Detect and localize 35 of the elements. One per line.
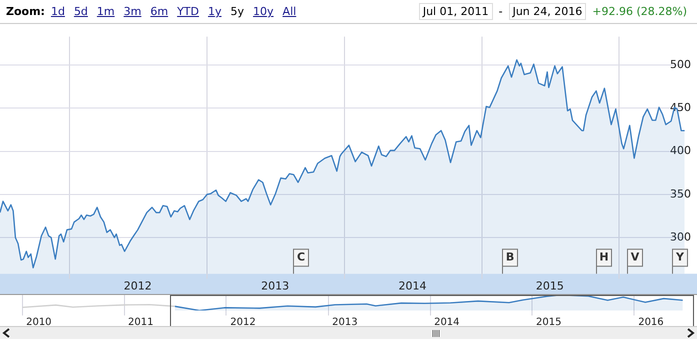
annotation: C <box>296 250 306 264</box>
x-tick-label: 2012 <box>230 317 256 328</box>
text: Zoom: <box>6 5 45 18</box>
text: +92.96 (28.28%) <box>592 5 687 18</box>
x-tick-label: 2011 <box>128 317 154 328</box>
text: All <box>282 5 296 18</box>
text: 1m <box>96 5 115 18</box>
x-tick-label: 2013 <box>332 317 358 328</box>
x-tick-label: 2010 <box>26 317 52 328</box>
text: 5y <box>230 5 244 18</box>
annotation: Y <box>675 250 686 264</box>
x-tick-label: 2014 <box>434 317 460 328</box>
y-tick-label: 300 <box>670 230 691 244</box>
x-tick-label: 2015 <box>536 317 562 328</box>
x-tick-label: 2014 <box>398 279 427 292</box>
text: 1y <box>208 5 222 18</box>
x-tick-label: 2016 <box>638 317 664 328</box>
text: YTD <box>177 5 199 18</box>
x-tick-label: 2013 <box>261 279 290 292</box>
x-tick-label: 2012 <box>124 279 152 292</box>
text: 6m <box>150 5 168 18</box>
text: 3m <box>124 5 142 18</box>
annotation: V <box>630 250 640 264</box>
x-tick-label: 2015 <box>536 279 564 292</box>
annotation: B <box>506 250 514 264</box>
text: Jul 01, 2011 <box>418 3 493 20</box>
text: 10y <box>253 5 274 18</box>
text: 5d <box>74 5 88 18</box>
text: Jun 24, 2016 <box>508 3 586 20</box>
text: - <box>498 5 503 18</box>
y-tick-label: 350 <box>670 187 691 200</box>
y-tick-label: 400 <box>670 144 691 158</box>
text: 1d <box>50 5 65 18</box>
y-tick-label: 500 <box>670 58 691 71</box>
annotation: H <box>599 250 609 264</box>
